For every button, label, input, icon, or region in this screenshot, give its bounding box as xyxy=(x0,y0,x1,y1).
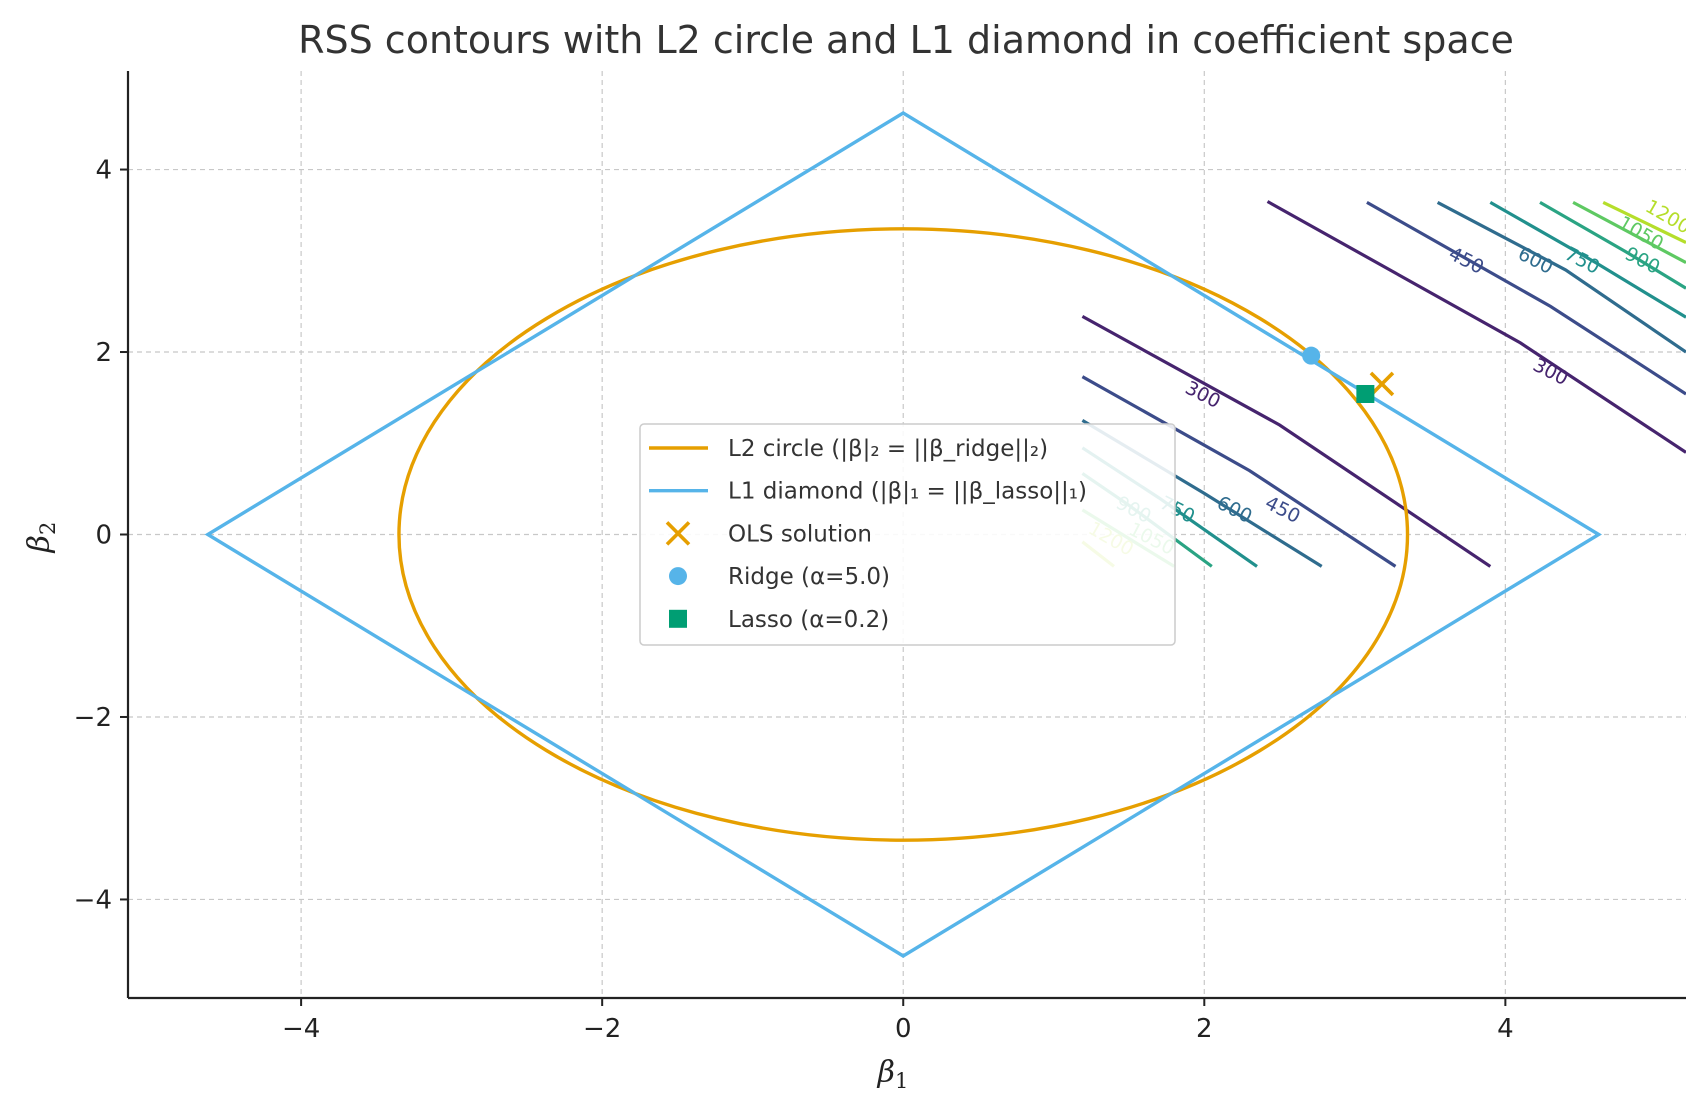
x-axis-label: β1 xyxy=(877,1055,909,1093)
legend-label: Ridge (α=5.0) xyxy=(728,564,890,590)
contour-label: 300 xyxy=(1529,354,1571,390)
y-tick-label: −4 xyxy=(74,885,112,915)
ridge-point xyxy=(1302,346,1321,365)
y-tick-label: 0 xyxy=(95,521,112,551)
legend-item-l1: L1 diamond (|β|₁ = ||β_lasso||₁) xyxy=(649,479,1087,505)
contour-label: 450 xyxy=(1261,492,1303,528)
y-axis-label: β2 xyxy=(22,522,60,554)
l1-diamond xyxy=(204,111,1602,958)
legend-box xyxy=(639,423,1176,646)
y-tick-label: 2 xyxy=(95,338,112,368)
x-tick-label: −2 xyxy=(583,1014,621,1044)
contour-line xyxy=(1572,200,1686,265)
contour-line xyxy=(1539,201,1686,290)
legend-item-ridge: Ridge (α=5.0) xyxy=(669,564,890,590)
x-tick-label: −4 xyxy=(282,1014,320,1044)
legend-label: L1 diamond (|β|₁ = ||β_lasso||₁) xyxy=(728,479,1087,505)
grid-lines xyxy=(128,71,1686,998)
legend-item-lasso: Lasso (α=0.2) xyxy=(669,607,889,633)
tick-labels: −4 −2 0 2 4 −4 −2 0 2 4 xyxy=(74,156,1514,1044)
legend-marker xyxy=(665,521,691,546)
x-tick-label: 2 xyxy=(1196,1014,1213,1044)
contour-label: 600 xyxy=(1514,243,1556,279)
legend-item-l2: L2 circle (|β|₂ = ||β_ridge||₂) xyxy=(649,436,1048,462)
y-tick-label: −2 xyxy=(74,703,112,733)
contour-label: 450 xyxy=(1445,243,1487,279)
legend-marker xyxy=(669,609,687,628)
contour-line xyxy=(1489,201,1686,319)
x-tick-label: 4 xyxy=(1497,1014,1514,1044)
legend-marker xyxy=(669,567,687,586)
y-tick-label: 4 xyxy=(95,156,112,186)
legend-item-ols: OLS solution xyxy=(665,521,872,547)
contour-label: 300 xyxy=(1182,377,1224,413)
contour-line xyxy=(1602,200,1686,244)
contour-line xyxy=(1436,200,1686,354)
legend-label: Lasso (α=0.2) xyxy=(728,607,889,633)
legend: L2 circle (|β|₂ = ||β_ridge||₂) L1 diamon… xyxy=(639,423,1176,646)
ols-point xyxy=(1369,371,1395,397)
contour-line xyxy=(1081,375,1397,568)
l2-circle xyxy=(397,227,1410,842)
contour-label: 750 xyxy=(1561,243,1603,279)
legend-label: L2 circle (|β|₂ = ||β_ridge||₂) xyxy=(728,436,1048,462)
x-tick-label: 0 xyxy=(895,1014,912,1044)
contour-line xyxy=(1366,201,1686,396)
legend-label: OLS solution xyxy=(728,521,872,547)
lasso-point xyxy=(1356,384,1375,403)
contour-line xyxy=(1081,314,1492,568)
constraint-shapes xyxy=(204,111,1602,958)
contour-line xyxy=(1266,200,1686,454)
solution-points xyxy=(1302,346,1395,403)
chart-title: RSS contours with L2 circle and L1 diamo… xyxy=(298,18,1514,62)
